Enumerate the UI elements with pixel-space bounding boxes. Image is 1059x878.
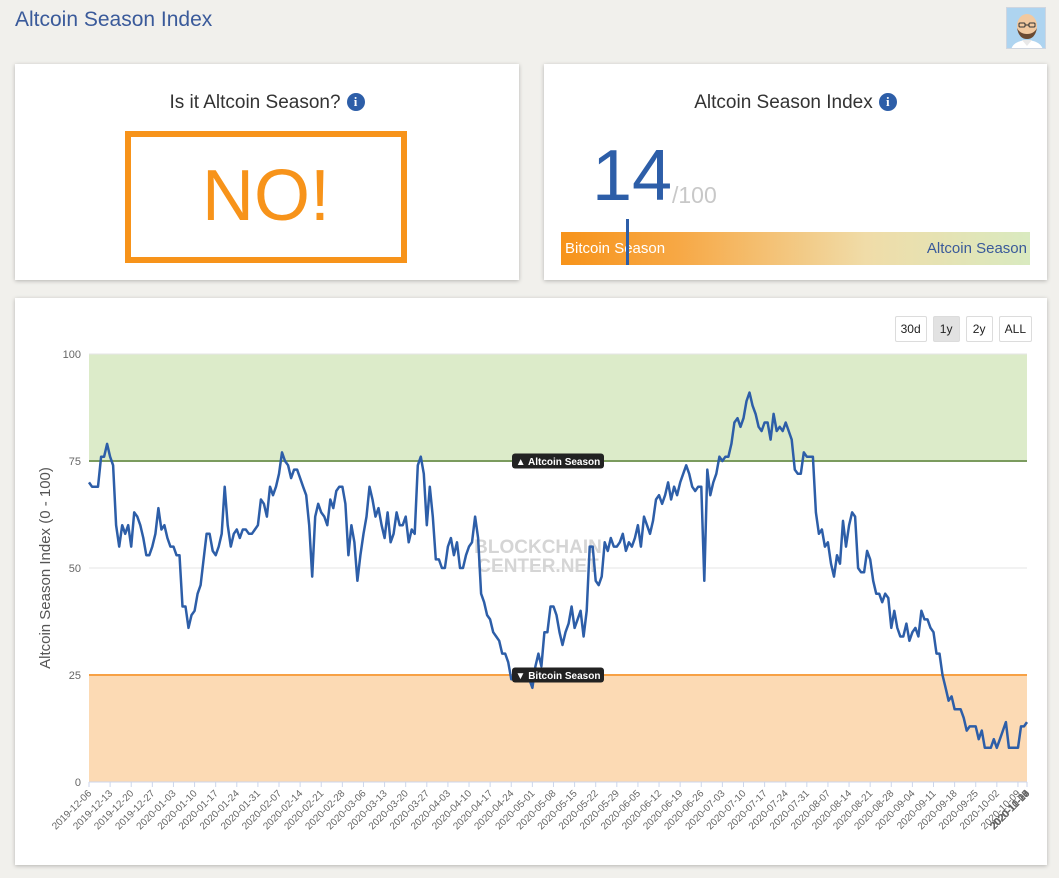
index-value: 14 (592, 136, 673, 216)
y-tick-label: 50 (69, 563, 81, 575)
chart-card: 30d 1y 2y ALL 0 25 50 75 100 Altcoin Season Inde… (15, 298, 1047, 865)
series-line (87, 391, 1029, 750)
watermark-line2: CENTER.NET (477, 556, 599, 577)
index-title: Altcoin Season Index i (544, 92, 1047, 114)
gauge-marker (625, 219, 629, 265)
y-tick-label: 100 (63, 349, 81, 361)
gauge-altcoin-label: Altcoin Season (926, 240, 1027, 257)
watermark-line1: BLOCKCHAIN (474, 537, 602, 558)
index-max: /100 (672, 182, 717, 208)
plot-band-0 (89, 354, 1027, 461)
range-button-1y[interactable]: 1y (932, 316, 960, 342)
info-icon[interactable]: i (878, 93, 897, 111)
y-axis-title: Altcoin Season Index (0 - 100) (37, 467, 54, 669)
y-tick-label: 0 (75, 777, 81, 789)
index-card: Altcoin Season Index i 14 /100 Bitcoin Se… (544, 64, 1047, 280)
season-question: Is it Altcoin Season? i (15, 92, 519, 114)
y-tick-label: 75 (69, 456, 81, 468)
plot-line-label: ▲ Altcoin Season (516, 457, 601, 468)
index-title-text: Altcoin Season Index (694, 92, 873, 113)
avatar-icon[interactable] (1006, 7, 1046, 49)
page-title: Altcoin Season Index (15, 8, 213, 31)
altcoin-season-card: Is it Altcoin Season? i NO! (15, 64, 519, 280)
range-button-all[interactable]: ALL (998, 316, 1032, 342)
range-button-2y[interactable]: 2y (965, 316, 993, 342)
gauge-bitcoin-label: Bitcoin Season (565, 240, 666, 257)
plot-band-1 (89, 675, 1027, 782)
plot-line-label-bg (512, 453, 604, 469)
season-question-text: Is it Altcoin Season? (169, 92, 341, 113)
range-selector: 30d 1y 2y ALL (894, 316, 1032, 342)
y-tick-label: 25 (69, 670, 81, 682)
plot-line-label: ▼ Bitcoin Season (516, 671, 601, 682)
range-button-30d[interactable]: 30d (894, 316, 927, 342)
info-icon[interactable]: i (346, 93, 365, 111)
season-answer: NO! (125, 131, 407, 263)
index-history-chart: 0 25 50 75 100 Altcoin Season Index (0 - 100)… (37, 349, 1032, 832)
index-gauge: Bitcoin Season Altcoin Season (561, 219, 1030, 265)
plot-line-label-bg (512, 667, 604, 683)
